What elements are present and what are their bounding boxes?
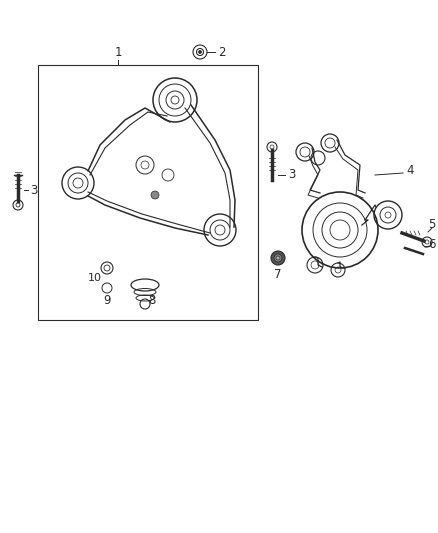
Circle shape [274, 254, 282, 262]
Text: 9: 9 [103, 294, 111, 306]
Text: 3: 3 [288, 168, 295, 182]
Circle shape [276, 256, 280, 260]
Bar [38, 65, 258, 320]
Text: 7: 7 [274, 269, 282, 281]
Text: 1: 1 [114, 45, 122, 59]
Circle shape [151, 191, 159, 199]
Text: 8: 8 [148, 294, 155, 306]
Text: 10: 10 [88, 273, 102, 283]
Circle shape [271, 251, 285, 265]
Text: 2: 2 [218, 45, 226, 59]
Circle shape [198, 51, 201, 53]
Text: 3: 3 [30, 183, 37, 197]
Text: 5: 5 [428, 219, 436, 231]
Text: 4: 4 [406, 164, 413, 176]
Text: 6: 6 [428, 238, 436, 252]
